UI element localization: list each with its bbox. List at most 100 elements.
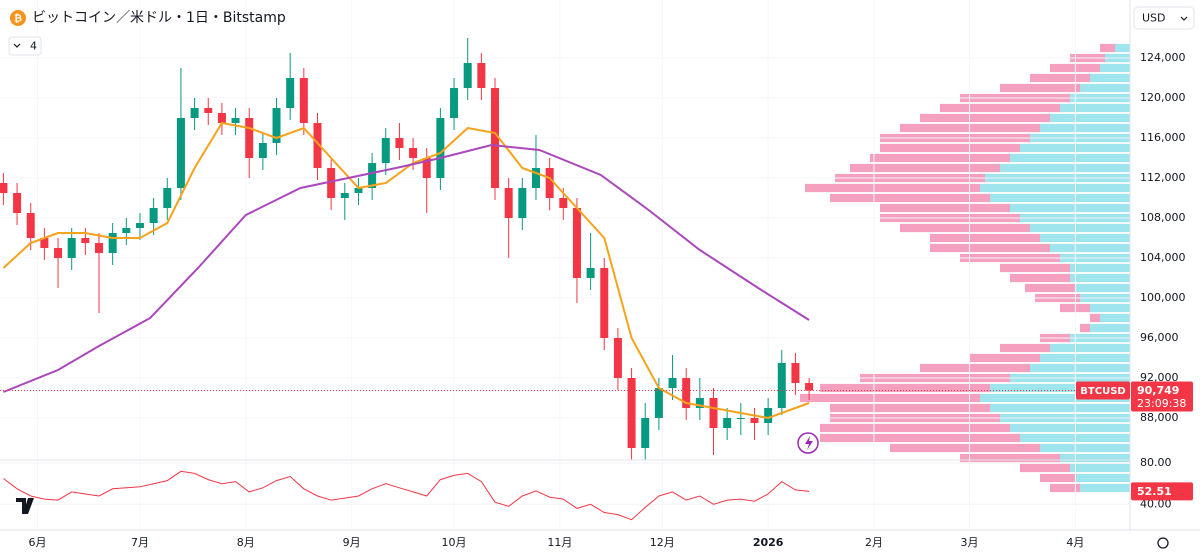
grid xyxy=(0,57,1130,505)
profile-down xyxy=(920,113,1050,123)
candle-body xyxy=(477,63,486,88)
candle-body xyxy=(54,248,63,258)
currency-chevron xyxy=(1180,16,1188,21)
moving-average xyxy=(2,121,810,420)
candle-body xyxy=(695,398,704,408)
event-bolt xyxy=(805,436,813,450)
candle-body xyxy=(135,223,144,228)
candle-body xyxy=(26,213,35,238)
candle-body xyxy=(709,398,718,428)
profile-up xyxy=(1010,203,1130,213)
profile-down xyxy=(800,393,980,403)
profile-down xyxy=(820,383,990,393)
candle-body xyxy=(176,118,185,188)
profile-up xyxy=(990,193,1130,203)
candle-body xyxy=(13,193,22,213)
x-tick-label: 10月 xyxy=(442,536,467,549)
candle-body xyxy=(217,113,226,123)
candle-body xyxy=(381,138,390,163)
candle-body xyxy=(518,188,527,218)
x-tick-label: 6月 xyxy=(29,536,47,549)
candle-body xyxy=(600,268,609,338)
profile-down xyxy=(1000,343,1050,353)
x-tick-label: 9月 xyxy=(343,536,361,549)
candle-body xyxy=(613,338,622,378)
profile-up xyxy=(1010,423,1130,433)
profile-up xyxy=(1070,273,1130,283)
y-tick-label: 112,000 xyxy=(1140,171,1186,184)
candle-body xyxy=(354,188,363,193)
candle-body xyxy=(258,143,267,158)
candle-body xyxy=(750,418,759,423)
candle-body xyxy=(108,233,117,253)
y-tick-label: 104,000 xyxy=(1140,251,1186,264)
candle-body xyxy=(736,418,745,419)
candle-body xyxy=(0,183,8,193)
candle-body xyxy=(436,118,445,178)
candle-body xyxy=(627,378,636,448)
candle-body xyxy=(422,158,431,178)
profile-up xyxy=(1115,43,1130,53)
x-tick-label: 11月 xyxy=(547,536,572,549)
candle-body xyxy=(545,168,554,198)
candle-body xyxy=(491,88,500,188)
profile-down xyxy=(1010,273,1070,283)
rsi-line xyxy=(3,470,810,521)
candle-body xyxy=(368,163,377,188)
candle-body xyxy=(668,378,677,388)
indicator-toggle[interactable] xyxy=(8,36,42,56)
profile-down xyxy=(880,143,1020,153)
profile-down xyxy=(900,223,1030,233)
profile-down xyxy=(820,433,1020,443)
profile-down xyxy=(1040,473,1075,483)
settings-icon[interactable] xyxy=(1157,537,1169,549)
marks xyxy=(0,38,814,521)
candle-body xyxy=(409,148,418,158)
x-tick-label: 7月 xyxy=(131,536,149,549)
profile-down xyxy=(1100,43,1115,53)
candle-body xyxy=(163,188,172,208)
candle-body xyxy=(764,408,773,423)
profile-down xyxy=(940,103,1060,113)
candle-body xyxy=(682,378,691,408)
price-tag-label: 90,749 xyxy=(1137,384,1179,397)
candle-body xyxy=(559,198,568,208)
y-tick-label: 108,000 xyxy=(1140,211,1186,224)
currency-label: USD xyxy=(1142,12,1166,25)
profile-down xyxy=(850,163,1000,173)
candle-body xyxy=(327,168,336,198)
candle-body xyxy=(777,363,786,408)
y-tick-label: 124,000 xyxy=(1140,51,1186,64)
profile-down xyxy=(970,353,1040,363)
profile-up xyxy=(990,383,1130,393)
candle-body xyxy=(299,78,308,123)
y-tick-label: 116,000 xyxy=(1140,131,1186,144)
profile-down xyxy=(930,243,1050,253)
y-tick-label: 120,000 xyxy=(1140,91,1186,104)
candle-body xyxy=(231,118,240,123)
profile-up xyxy=(1050,113,1130,123)
rsi-tick-label: 40.00 xyxy=(1140,497,1172,510)
candle-body xyxy=(272,108,281,143)
candle-body xyxy=(791,363,800,383)
symbol-title: ビットコイン／米ドル・1日・Bitstamp xyxy=(32,10,286,26)
tv-logo xyxy=(16,498,34,514)
profile-up xyxy=(1040,353,1130,363)
y-tick-label: 100,000 xyxy=(1140,291,1186,304)
candle-body xyxy=(395,138,404,148)
profile-up xyxy=(1070,263,1130,273)
profile-down xyxy=(830,403,990,413)
coin-icon xyxy=(10,10,26,26)
candle-body xyxy=(190,108,199,118)
candle-body xyxy=(245,118,254,158)
currency-button[interactable] xyxy=(1133,6,1195,30)
profile-up xyxy=(1075,283,1130,293)
profile-down xyxy=(1025,283,1075,293)
candle-body xyxy=(81,238,90,243)
profile-up xyxy=(1030,223,1130,233)
profile-down xyxy=(805,183,980,193)
profile-up xyxy=(1090,323,1130,333)
candle-body xyxy=(504,188,513,218)
profile-up xyxy=(980,183,1130,193)
